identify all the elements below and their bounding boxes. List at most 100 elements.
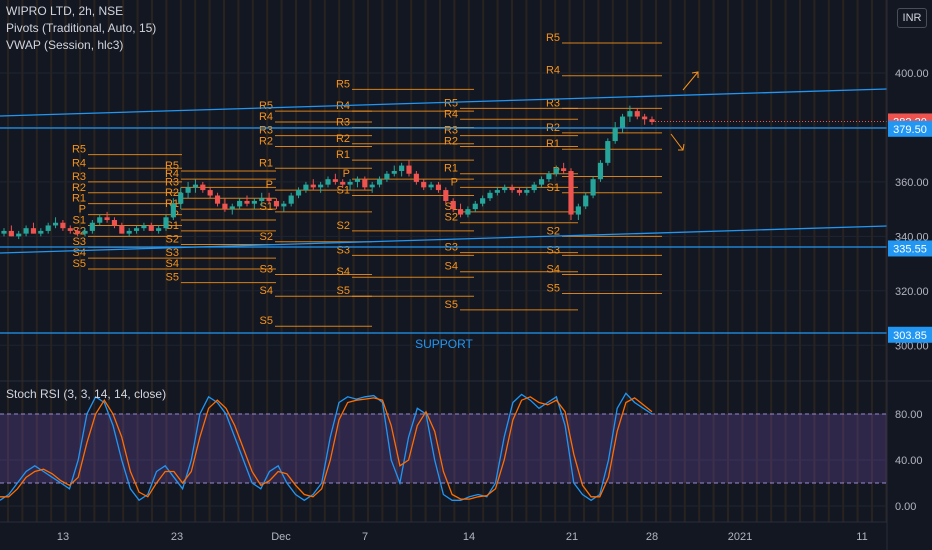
pivot-level-label: R1 (444, 163, 458, 175)
pivot-level-label: S3 (166, 247, 179, 259)
down-arrow-icon (670, 133, 685, 151)
candle-body (649, 119, 655, 123)
pivot-level-label: S1 (337, 185, 350, 197)
pivot-level-label: P (79, 204, 86, 216)
candle-body (303, 184, 309, 191)
pivot-level-label: S3 (445, 242, 458, 254)
candle-body (583, 195, 589, 207)
candle-body (148, 225, 154, 231)
candle-body (450, 200, 456, 210)
pivot-level-label: S1 (166, 220, 179, 232)
pivot-level-label: S3 (73, 236, 86, 248)
time-tick-label: 21 (566, 531, 578, 543)
pivot-level-label: R3 (72, 171, 86, 183)
pivot-level-label: S1 (73, 214, 86, 226)
pivot-level-label: S5 (260, 315, 273, 327)
candle-body (163, 217, 169, 229)
candle-body (354, 179, 361, 182)
candle-body (332, 179, 338, 182)
candle-body (509, 187, 515, 191)
pivot-level-label: S5 (73, 258, 86, 270)
candle-body (67, 228, 73, 231)
symbol-title[interactable]: WIPRO LTD, 2h, NSE (6, 4, 124, 18)
candle-body (229, 206, 235, 210)
stoch-rsi-pane (0, 392, 887, 502)
pivot-level-label: R4 (259, 111, 273, 123)
candle-body (38, 230, 44, 234)
pivot-level-label: S4 (445, 261, 458, 273)
candle-body (52, 222, 59, 226)
price-marker-label: 335.55 (893, 243, 927, 255)
pivot-level-label: S2 (547, 225, 560, 237)
stoch-rsi-label[interactable]: Stoch RSI (3, 3, 14, 14, close) (6, 387, 167, 401)
candle-body (251, 200, 257, 204)
stoch-tick-label: 0.00 (895, 501, 916, 513)
candle-body (634, 111, 640, 117)
currency-badge[interactable]: INR (897, 8, 927, 28)
candle-body (45, 225, 51, 231)
candle-body (244, 200, 250, 204)
pivot-level-label: R4 (165, 168, 179, 180)
price-marker-tag (888, 326, 932, 343)
pivot-level-label: P (343, 168, 350, 180)
price-tick-label: 300.00 (895, 340, 929, 352)
stoch-k-line (0, 392, 653, 502)
pivot-level-label: R2 (165, 187, 179, 199)
candle-body (75, 230, 81, 234)
pivot-level-label: R1 (259, 157, 273, 169)
candle-body (111, 220, 118, 226)
vwap-indicator-label[interactable]: VWAP (Session, hlc3) (6, 38, 124, 52)
stoch-tick-label: 40.00 (895, 455, 923, 467)
candle-body (406, 165, 412, 174)
pivots-indicator-label[interactable]: Pivots (Traditional, Auto, 15) (6, 21, 157, 35)
pivot-level-label: S5 (445, 299, 458, 311)
candle-body (288, 195, 294, 204)
time-axis[interactable]: 13 23 Dec 7 14 21 28 2021 11 (57, 531, 868, 543)
pivot-level-label: R2 (444, 136, 458, 148)
pivot-level-label: S2 (337, 220, 350, 232)
candle-body (428, 184, 434, 188)
candle-body (369, 184, 375, 188)
candle-body (516, 190, 523, 193)
candle-body (538, 179, 545, 185)
candle-body (642, 116, 648, 120)
price-axis[interactable]: 400.00380.00360.00340.00320.00300.0080.0… (888, 68, 932, 513)
pivot-level-label: S2 (445, 212, 458, 224)
candle-body (185, 187, 191, 193)
price-marker-tag (888, 240, 932, 257)
pivot-level-label: R3 (336, 116, 350, 128)
candle-body (619, 116, 626, 128)
time-tick-label: 14 (463, 531, 475, 543)
pivot-level-label: R1 (336, 149, 350, 161)
candle-body (295, 190, 302, 196)
price-marker-tag (888, 120, 932, 137)
pivot-level-label: R4 (72, 157, 86, 169)
support-annotation: SUPPORT (415, 337, 473, 351)
candle-body (391, 171, 397, 174)
candle-body (546, 173, 552, 180)
pivot-level-label: R4 (546, 65, 560, 77)
price-marker-label: 303.85 (893, 330, 927, 342)
time-tick-label: 7 (362, 531, 368, 543)
candle-body (480, 198, 486, 204)
candle-body (133, 228, 140, 231)
candle-body (340, 181, 346, 185)
pivot-level-label: R5 (444, 97, 458, 109)
pivot-level-label: S1 (547, 182, 560, 194)
direction-arrows (670, 71, 699, 151)
candle-body (192, 184, 199, 188)
pivot-level-label: S4 (260, 285, 273, 297)
candle-body (494, 190, 500, 193)
candle-body (325, 179, 331, 185)
pivot-level-label: R2 (259, 136, 273, 148)
candle-body (472, 203, 478, 210)
time-tick-label: 28 (646, 531, 658, 543)
pivot-level-label: S5 (337, 285, 350, 297)
time-tick-label: Dec (271, 531, 291, 543)
candle-body (318, 184, 324, 188)
pivot-level-label: S5 (166, 272, 179, 284)
candle-body (362, 179, 368, 188)
pivot-level-label: S3 (337, 244, 350, 256)
pivot-level-label: R5 (165, 160, 179, 172)
